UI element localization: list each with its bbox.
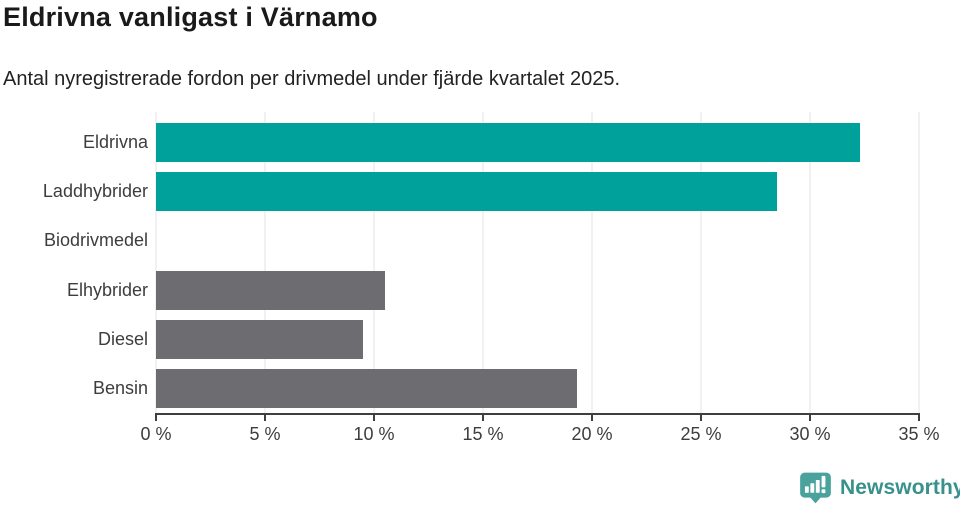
page-title: Eldrivna vanligast i Värnamo bbox=[3, 2, 378, 32]
ticklabel-25: 25 % bbox=[680, 424, 722, 444]
bar-row-laddhybrider bbox=[156, 167, 919, 216]
tickmark-10 bbox=[373, 415, 375, 421]
gridline-0 bbox=[155, 112, 157, 413]
gridline-20 bbox=[591, 112, 593, 413]
tickmark-0 bbox=[155, 415, 157, 421]
tickmark-30 bbox=[809, 415, 811, 421]
ticklabel-10: 10 % bbox=[353, 424, 395, 444]
bar-row-elhybrider bbox=[156, 266, 919, 315]
category-labels: Eldrivna Laddhybrider Biodrivmedel Elhybrid… bbox=[0, 118, 148, 413]
category-label-elhybrider: Elhybrider bbox=[66, 279, 148, 300]
bar-laddhybrider bbox=[156, 172, 778, 212]
ticklabel-15: 15 % bbox=[462, 424, 504, 444]
bar-bensin bbox=[156, 368, 577, 408]
tickmark-15 bbox=[482, 415, 484, 421]
category-label-diesel: Diesel bbox=[97, 328, 148, 349]
bar-row-eldrivna bbox=[156, 118, 919, 167]
gridline-5 bbox=[264, 112, 266, 413]
gridline-25 bbox=[700, 112, 702, 413]
ticklabel-20: 20 % bbox=[571, 424, 613, 444]
chart-subtitle: Antal nyregistrerade fordon per drivmede… bbox=[3, 68, 621, 90]
gridline-10 bbox=[373, 112, 375, 413]
tickmark-5 bbox=[264, 415, 266, 421]
bar-diesel bbox=[156, 319, 364, 359]
category-label-biodrivmedel: Biodrivmedel bbox=[43, 230, 148, 251]
gridline-30 bbox=[809, 112, 811, 413]
newsworthy-icon bbox=[799, 472, 832, 504]
gridlines-layer bbox=[155, 112, 920, 413]
category-label-laddhybrider: Laddhybrider bbox=[42, 181, 148, 202]
bars-layer bbox=[156, 118, 919, 413]
gridline-35 bbox=[918, 112, 920, 413]
ticklabel-0: 0 % bbox=[140, 424, 172, 444]
bar-eldrivna bbox=[156, 123, 861, 163]
tickmark-20 bbox=[591, 415, 593, 421]
tickmark-35 bbox=[918, 415, 920, 421]
gridline-15 bbox=[482, 112, 484, 413]
category-label-bensin: Bensin bbox=[92, 377, 148, 398]
plot-area: 0 % 5 % 10 % 15 % 20 % 25 % 30 % 35 % bbox=[140, 112, 940, 444]
tickmark-25 bbox=[700, 415, 702, 421]
category-label-eldrivna: Eldrivna bbox=[82, 132, 148, 153]
bar-row-biodrivmedel bbox=[156, 216, 919, 265]
bar-row-diesel bbox=[156, 315, 919, 364]
bar-elhybrider bbox=[156, 270, 385, 310]
newsworthy-logo[interactable]: Newsworthy bbox=[799, 472, 960, 504]
ticklabel-30: 30 % bbox=[789, 424, 831, 444]
x-axis-line bbox=[155, 413, 920, 415]
newsworthy-wordmark: Newsworthy bbox=[840, 476, 960, 499]
ticklabel-35: 35 % bbox=[898, 424, 940, 444]
bar-row-bensin bbox=[156, 364, 919, 413]
ticklabel-5: 5 % bbox=[249, 424, 281, 444]
